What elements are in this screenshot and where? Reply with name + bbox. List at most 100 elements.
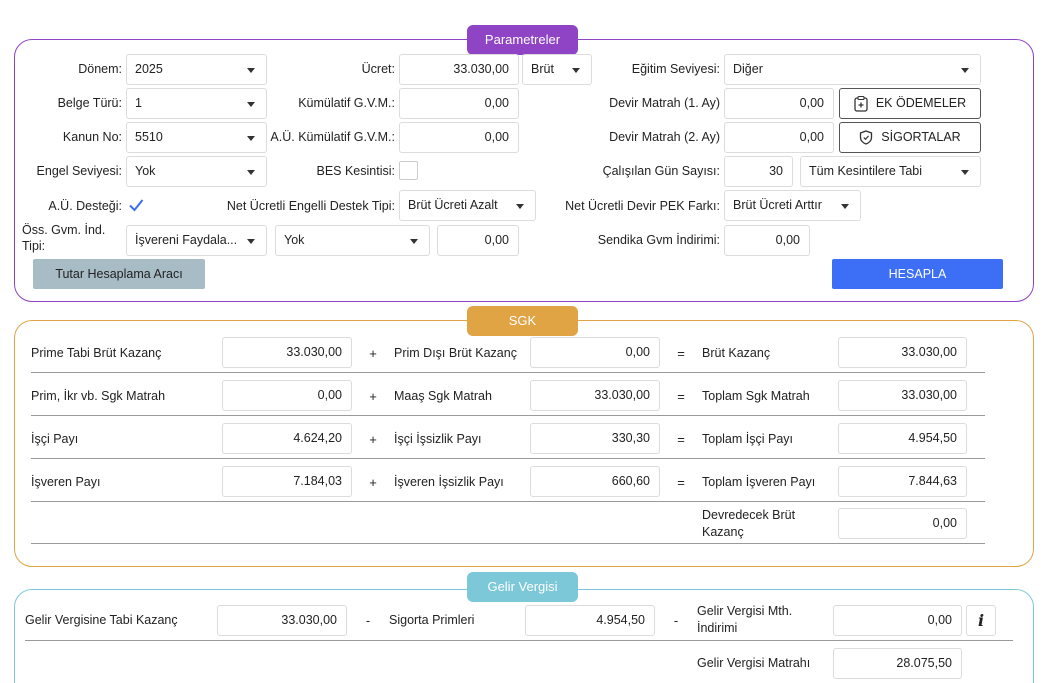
sendika-label: Sendika Gvm İndirimi: bbox=[597, 233, 720, 247]
sgk-row-total-input[interactable]: 4.954,50 bbox=[838, 423, 967, 454]
engel-seviyesi-value: Yok bbox=[135, 164, 156, 178]
kanun-no-select[interactable]: 5510 bbox=[126, 122, 267, 153]
sgk-row-total-input[interactable]: 33.030,00 bbox=[838, 337, 967, 368]
row-divider bbox=[31, 501, 985, 502]
sgk-row-input[interactable]: 33.030,00 bbox=[530, 380, 660, 411]
sgk-row-input[interactable]: 330,30 bbox=[530, 423, 660, 454]
plus-operator: + bbox=[369, 475, 377, 490]
sgk-row-input[interactable]: 4.624,20 bbox=[222, 423, 352, 454]
kumulatif-gvm-input[interactable]: 0,00 bbox=[399, 88, 519, 119]
hesapla-button[interactable]: HESAPLA bbox=[832, 259, 1003, 289]
egitim-value: Diğer bbox=[733, 62, 763, 76]
sgk-row-total-input[interactable]: 33.030,00 bbox=[838, 380, 967, 411]
chevron-down-icon bbox=[247, 68, 255, 73]
check-icon bbox=[129, 199, 144, 212]
sgk-row-label: Prim, İkr vb. Sgk Matrah bbox=[31, 389, 166, 403]
donem-value: 2025 bbox=[135, 62, 163, 76]
add-document-icon bbox=[854, 95, 868, 112]
sigortalar-label: SİGORTALAR bbox=[881, 130, 961, 144]
row-divider bbox=[25, 640, 1013, 641]
sgk-row-label: Prim Dışı Brüt Kazanç bbox=[394, 346, 517, 360]
net-devir-pek-value: Brüt Ücreti Arttır bbox=[733, 198, 822, 212]
sgk-row-total-label: Brüt Kazanç bbox=[702, 346, 771, 360]
oss-gvm-amount-input[interactable]: 0,00 bbox=[437, 225, 519, 256]
info-button[interactable]: i bbox=[966, 605, 996, 636]
plus-operator: + bbox=[369, 432, 377, 447]
au-destegi-checkbox[interactable] bbox=[126, 195, 146, 215]
sigorta-primleri-input[interactable]: 4.954,50 bbox=[525, 605, 655, 636]
chevron-down-icon bbox=[410, 239, 418, 244]
sendika-input[interactable]: 0,00 bbox=[724, 225, 810, 256]
au-kumulatif-gvm-label: A.Ü. Kümülatif G.V.M.: bbox=[270, 130, 395, 144]
belge-turu-select[interactable]: 1 bbox=[126, 88, 267, 119]
devir2-input[interactable]: 0,00 bbox=[724, 122, 834, 153]
sgk-row-input[interactable]: 0,00 bbox=[222, 380, 352, 411]
sgk-row-label: İşveren Payı bbox=[31, 475, 101, 489]
oss-gvm-select[interactable]: İşvereni Faydala... bbox=[126, 225, 267, 256]
sgk-row-label: İşçi İşsizlik Payı bbox=[394, 432, 482, 446]
chevron-down-icon bbox=[247, 102, 255, 107]
donem-select[interactable]: 2025 bbox=[126, 54, 267, 85]
gelir-vergisi-title: Gelir Vergisi bbox=[467, 572, 578, 602]
row-divider bbox=[31, 543, 985, 544]
equals-operator: = bbox=[677, 389, 685, 404]
net-devir-pek-select[interactable]: Brüt Ücreti Arttır bbox=[724, 190, 861, 221]
gun-sayisi-input[interactable]: 30 bbox=[724, 156, 793, 187]
sgk-row-label: İşveren İşsizlik Payı bbox=[394, 475, 504, 489]
net-engelli-value: Brüt Ücreti Azalt bbox=[408, 198, 498, 212]
gv-mth-indirimi-input[interactable]: 0,00 bbox=[833, 605, 962, 636]
tutar-hesaplama-label: Tutar Hesaplama Aracı bbox=[55, 267, 183, 281]
net-devir-pek-label: Net Ücretli Devir PEK Farkı: bbox=[565, 199, 720, 213]
sgk-row-label: İşçi Payı bbox=[31, 432, 79, 446]
oss-gvm-secondary-select[interactable]: Yok bbox=[275, 225, 430, 256]
bes-kesintisi-checkbox[interactable] bbox=[399, 161, 418, 180]
au-kumulatif-gvm-input[interactable]: 0,00 bbox=[399, 122, 519, 153]
gun-sayisi-label: Çalışılan Gün Sayısı: bbox=[602, 164, 720, 178]
belge-turu-value: 1 bbox=[135, 96, 142, 110]
gelir-tabi-kazanc-input[interactable]: 33.030,00 bbox=[217, 605, 347, 636]
devredecek-input[interactable]: 0,00 bbox=[838, 508, 967, 539]
sgk-row-total-label: Toplam İşçi Payı bbox=[702, 432, 794, 446]
ucret-type-select[interactable]: Brüt bbox=[522, 54, 592, 85]
net-engelli-label: Net Ücretli Engelli Destek Tipi: bbox=[226, 199, 395, 213]
sigortalar-button[interactable]: SİGORTALAR bbox=[839, 122, 981, 153]
kanun-no-value: 5510 bbox=[135, 130, 163, 144]
sgk-row-total-label: Toplam İşveren Payı bbox=[702, 475, 816, 489]
sgk-title: SGK bbox=[467, 306, 578, 336]
parametreler-title: Parametreler bbox=[467, 25, 578, 55]
chevron-down-icon bbox=[572, 68, 580, 73]
sgk-row-input[interactable]: 660,60 bbox=[530, 466, 660, 497]
bes-kesintisi-label: BES Kesintisi: bbox=[316, 164, 395, 178]
devir1-label: Devir Matrah (1. Ay) bbox=[609, 96, 720, 110]
row-divider bbox=[31, 458, 985, 459]
net-engelli-select[interactable]: Brüt Ücreti Azalt bbox=[399, 190, 536, 221]
row-divider bbox=[31, 372, 985, 373]
ucret-input[interactable]: 33.030,00 bbox=[399, 54, 519, 85]
egitim-select[interactable]: Diğer bbox=[724, 54, 981, 85]
engel-seviyesi-select[interactable]: Yok bbox=[126, 156, 267, 187]
chevron-down-icon bbox=[247, 136, 255, 141]
gelir-tabi-kazanc-label: Gelir Vergisine Tabi Kazanç bbox=[25, 613, 178, 627]
kanun-no-label: Kanun No: bbox=[62, 130, 122, 144]
ucret-label: Ücret: bbox=[361, 62, 395, 76]
ek-odemeler-label: EK ÖDEMELER bbox=[875, 96, 967, 110]
sgk-row-input[interactable]: 33.030,00 bbox=[222, 337, 352, 368]
gv-matrah-label: Gelir Vergisi Matrahı bbox=[697, 656, 811, 670]
plus-operator: + bbox=[369, 346, 377, 361]
sgk-row-input[interactable]: 0,00 bbox=[530, 337, 660, 368]
gv-matrah-input[interactable]: 28.075,50 bbox=[833, 648, 962, 679]
ek-odemeler-button[interactable]: EK ÖDEMELER bbox=[839, 88, 981, 119]
sgk-row-input[interactable]: 7.184,03 bbox=[222, 466, 352, 497]
devir1-input[interactable]: 0,00 bbox=[724, 88, 834, 119]
ucret-type-value: Brüt bbox=[531, 62, 554, 76]
engel-seviyesi-label: Engel Seviyesi: bbox=[36, 164, 122, 178]
kesinti-tipi-value: Tüm Kesintilere Tabi bbox=[809, 164, 923, 178]
chevron-down-icon bbox=[961, 68, 969, 73]
equals-operator: = bbox=[677, 475, 685, 490]
sgk-row-total-input[interactable]: 7.844,63 bbox=[838, 466, 967, 497]
chevron-down-icon bbox=[247, 239, 255, 244]
hesapla-label: HESAPLA bbox=[888, 267, 947, 281]
kesinti-tipi-select[interactable]: Tüm Kesintilere Tabi bbox=[800, 156, 981, 187]
tutar-hesaplama-button[interactable]: Tutar Hesaplama Aracı bbox=[33, 259, 205, 289]
equals-operator: = bbox=[677, 432, 685, 447]
